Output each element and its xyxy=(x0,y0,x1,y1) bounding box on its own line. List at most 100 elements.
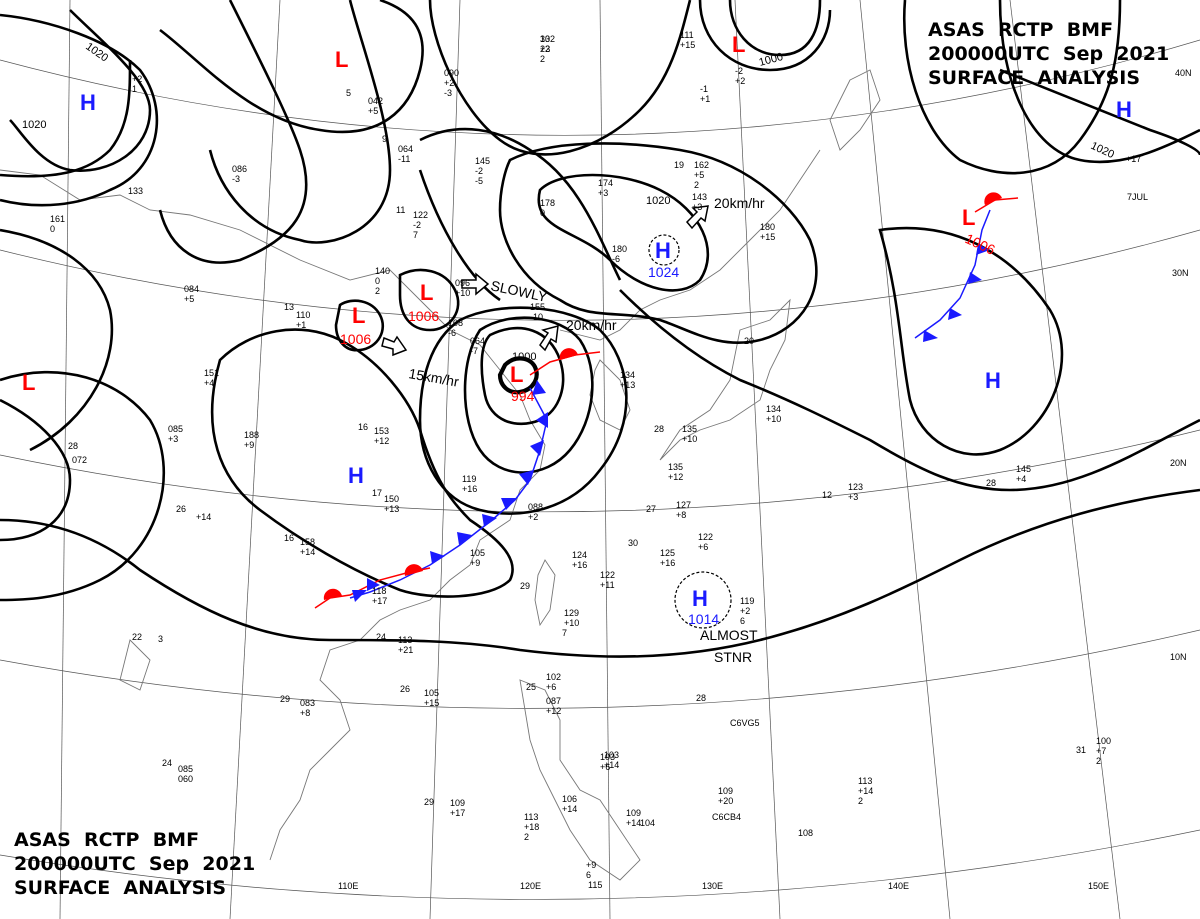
station-value: 2 xyxy=(540,54,545,64)
lon-label: 110E xyxy=(338,881,358,891)
station-value: 106 xyxy=(562,794,577,804)
station-value: +15 xyxy=(680,40,695,50)
cold-front-triangle xyxy=(968,272,982,284)
station-value: 088 xyxy=(528,502,543,512)
station-value: 28 xyxy=(986,478,996,488)
station-value: +12 xyxy=(374,436,389,446)
station-value: +20 xyxy=(718,796,733,806)
station-value: 0 xyxy=(375,276,380,286)
high-center-circle xyxy=(674,571,732,629)
station-value: 178 xyxy=(540,198,555,208)
station-value: +2 xyxy=(735,76,745,86)
cold-front-triangle xyxy=(352,590,367,602)
station-value: +16 xyxy=(660,558,675,568)
station-value: +3 xyxy=(848,492,858,502)
pressure-center-letter: H xyxy=(80,90,96,115)
station-value: +2 xyxy=(444,78,454,88)
station-value: 143 xyxy=(692,192,707,202)
station-value: -5 xyxy=(475,176,483,186)
station-value: 085 xyxy=(168,424,183,434)
station-value: 145 xyxy=(475,156,490,166)
movement-arrows xyxy=(381,205,709,357)
station-value: 135 xyxy=(682,424,697,434)
pressure-center-letter: H xyxy=(985,368,1001,393)
station-value: 109 xyxy=(450,798,465,808)
station-value: +2 xyxy=(740,606,750,616)
pressure-center-value: 1014 xyxy=(688,611,719,627)
station-value: 096 xyxy=(455,278,470,288)
header-line: SURFACE ANALYSIS xyxy=(14,877,226,899)
station-value: 087 xyxy=(546,696,561,706)
station-value: 122 xyxy=(698,532,713,542)
station-value: 0 xyxy=(50,224,55,234)
station-value: 25 xyxy=(526,682,536,692)
station-value: 158 xyxy=(300,537,315,547)
station-value: 064 xyxy=(470,336,485,346)
station-value: +6 xyxy=(698,542,708,552)
station-value: 129 xyxy=(564,608,579,618)
station-value: +2 xyxy=(528,512,538,522)
station-value: 180 xyxy=(760,222,775,232)
pressure-center-value: 1006 xyxy=(340,331,371,347)
station-value: +18 xyxy=(524,822,539,832)
station-value: +9 xyxy=(470,558,480,568)
station-value: +3 xyxy=(168,434,178,444)
station-value: 7 xyxy=(562,628,567,638)
station-value: 103 xyxy=(600,752,615,762)
station-value: C6CB4 xyxy=(712,812,741,822)
station-value: 19 xyxy=(674,160,684,170)
station-value: 083 xyxy=(300,698,315,708)
station-value: 162 xyxy=(694,160,709,170)
station-value: 22 xyxy=(540,44,550,54)
station-value: 2 xyxy=(858,796,863,806)
station-value: 29 xyxy=(424,797,434,807)
station-value: +3 xyxy=(598,188,608,198)
cold-front-triangle xyxy=(367,578,380,591)
station-value: 140 xyxy=(375,266,390,276)
station-value: +4 xyxy=(204,378,214,388)
station-value: +16 xyxy=(572,560,587,570)
station-value: +15 xyxy=(424,698,439,708)
header-line: ASAS RCTP BMF xyxy=(14,829,199,851)
station-value: +13 xyxy=(384,504,399,514)
station-value: -2 xyxy=(735,66,743,76)
station-value: 26 xyxy=(176,504,186,514)
station-value: -3 xyxy=(232,174,240,184)
station-value: -6 xyxy=(448,328,456,338)
lat-label: 10N xyxy=(1170,652,1187,662)
cold-front-triangle xyxy=(948,308,962,320)
station-value: 153 xyxy=(374,426,389,436)
station-value: +2 xyxy=(132,74,142,84)
station-value: 124 xyxy=(572,550,587,560)
station-value: 100 xyxy=(1096,736,1111,746)
station-value: +10 xyxy=(455,288,470,298)
station-value: +7 xyxy=(1096,746,1106,756)
station-value: 0 xyxy=(540,208,545,218)
station-value: +16 xyxy=(462,484,477,494)
header-line: 200000UTC Sep 2021 xyxy=(14,853,255,875)
station-value: 135 xyxy=(668,462,683,472)
station-value: +14 xyxy=(196,512,211,522)
station-value: 6 xyxy=(740,616,745,626)
station-value: 30 xyxy=(628,538,638,548)
station-value: +14 xyxy=(858,786,873,796)
station-value: 122 xyxy=(413,210,428,220)
station-value: 109 xyxy=(718,786,733,796)
station-value: 127 xyxy=(676,500,691,510)
station-value: 042 xyxy=(368,96,383,106)
station-value: +14 xyxy=(300,547,315,557)
station-value: 180 xyxy=(612,244,627,254)
station-value: 28 xyxy=(696,693,706,703)
header-top-right: ASAS RCTP BMF 200000UTC Sep 2021 SURFACE… xyxy=(928,19,1169,89)
station-value: 133 xyxy=(128,186,143,196)
station-value: 24 xyxy=(376,632,386,642)
lat-label: 20N xyxy=(1170,458,1187,468)
lat-label: 40N xyxy=(1175,68,1192,78)
station-value: 134 xyxy=(620,370,635,380)
movement-arrow xyxy=(685,205,709,230)
cold-front-triangle xyxy=(457,532,472,545)
station-value: +12 xyxy=(546,706,561,716)
fronts xyxy=(314,192,1019,609)
